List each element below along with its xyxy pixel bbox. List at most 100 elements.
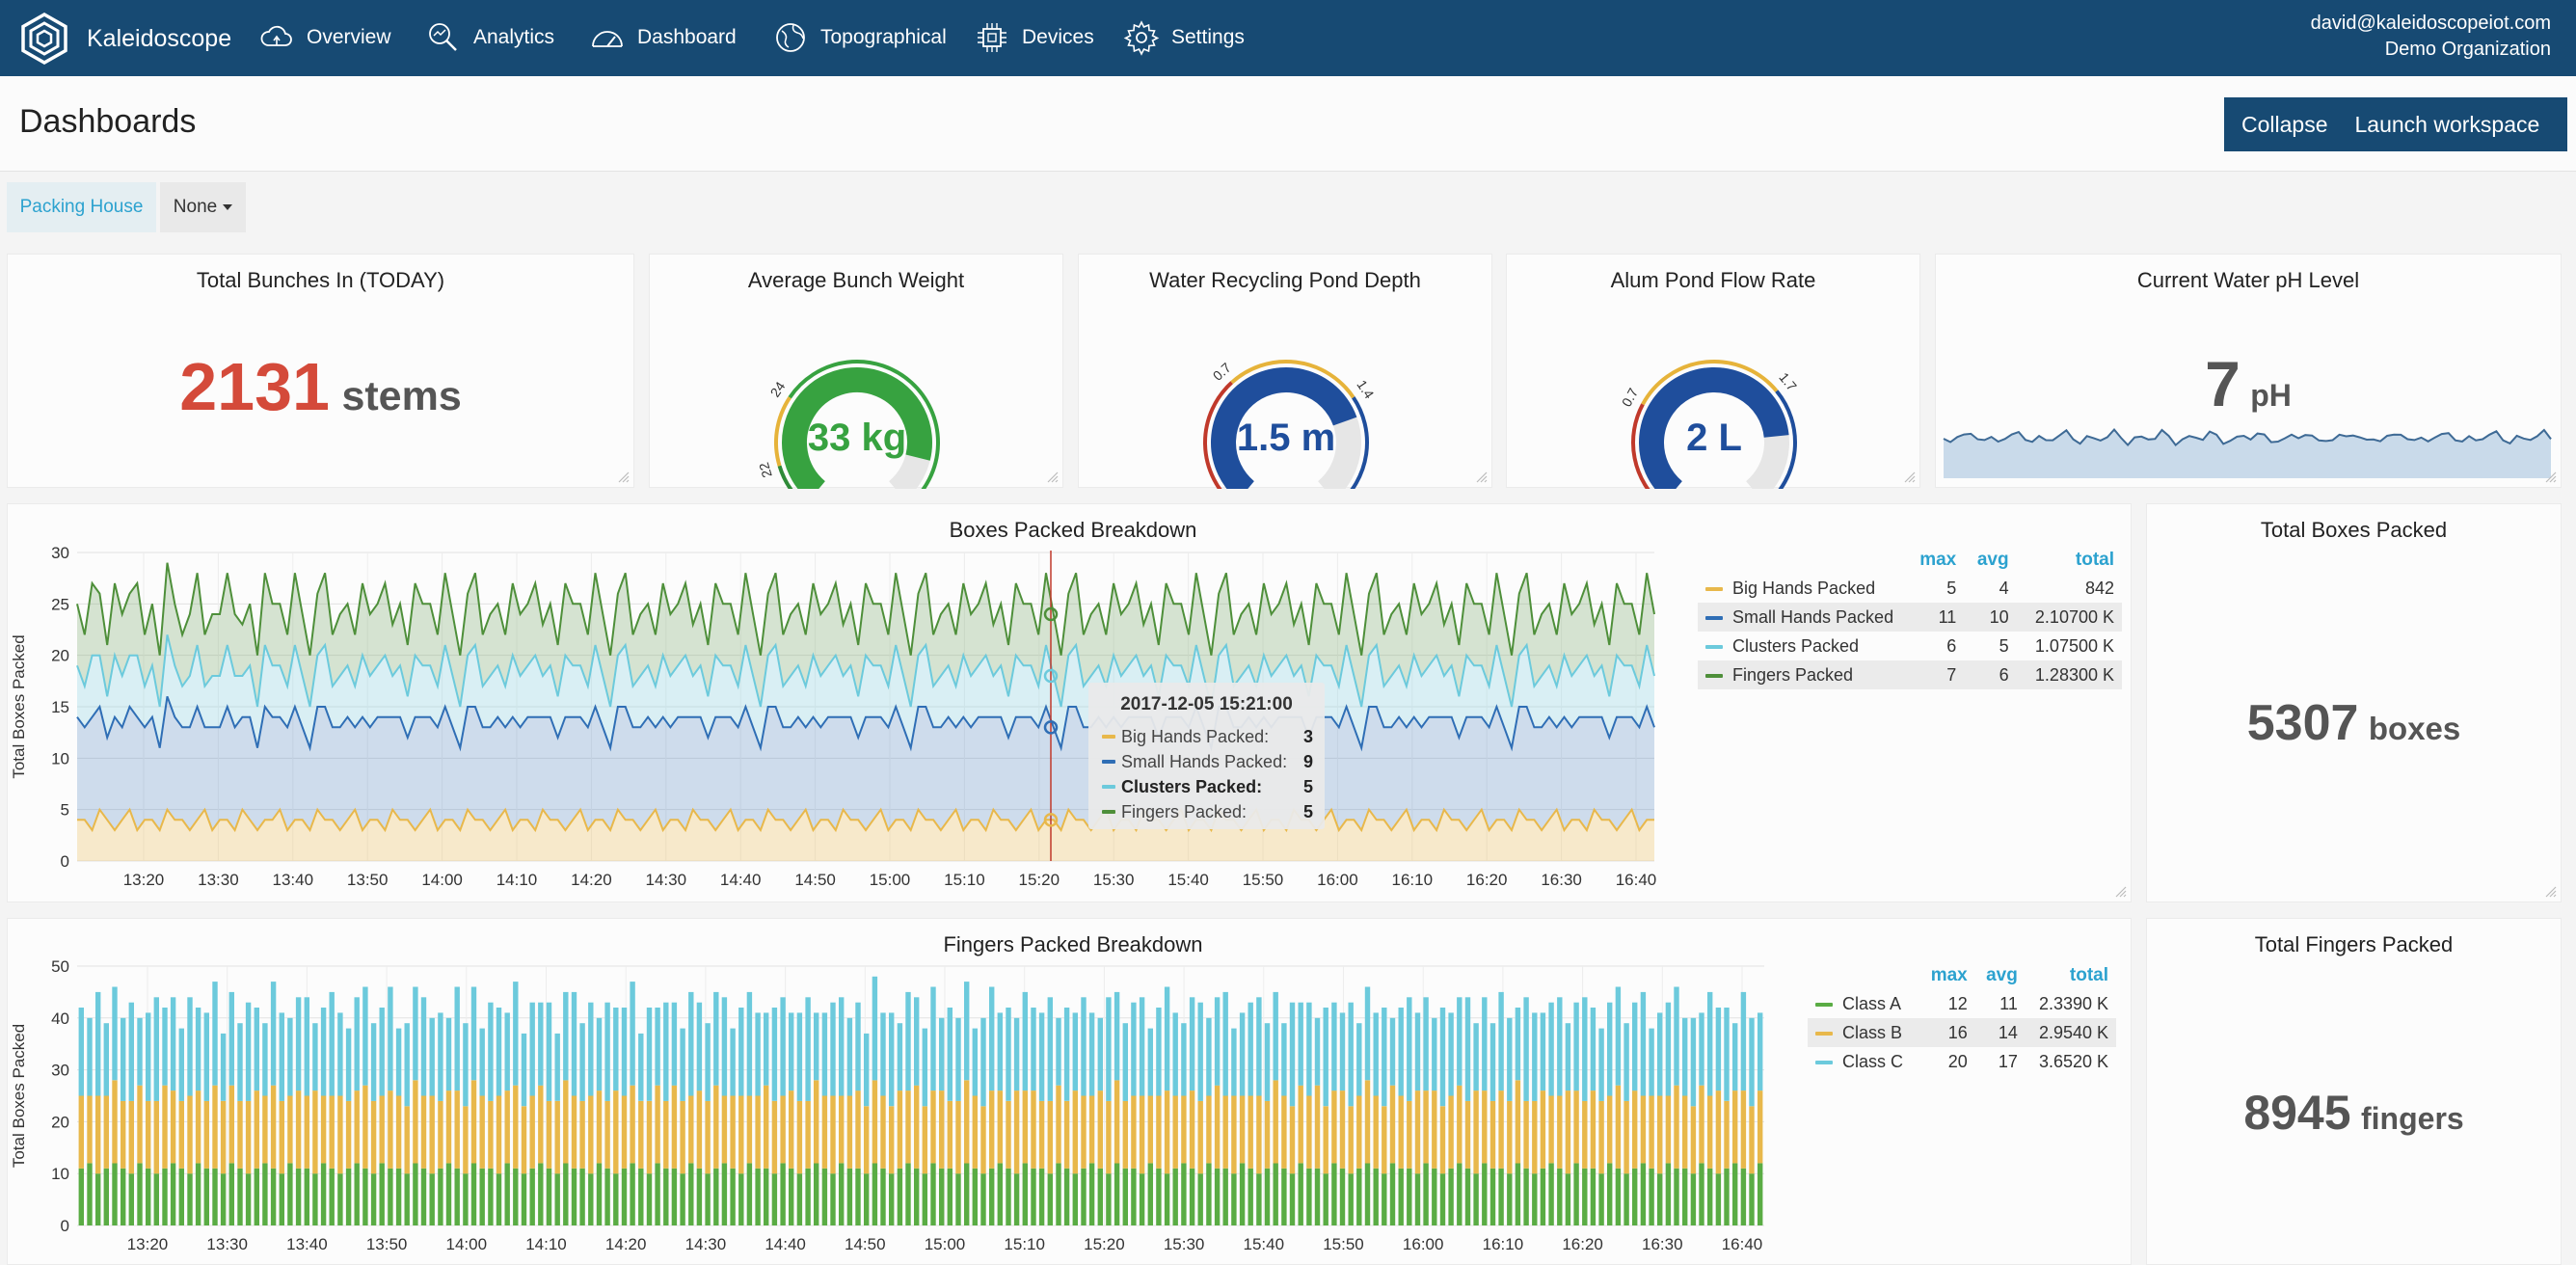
bar-segment-class-a xyxy=(254,1168,259,1225)
launch-workspace-button[interactable]: Launch workspace xyxy=(2354,111,2540,137)
bar-segment-class-c xyxy=(1615,986,1622,1086)
bar-segment-class-c xyxy=(538,1002,544,1086)
bar-segment-class-c xyxy=(730,1028,736,1096)
x-tick-label: 16:00 xyxy=(1317,871,1358,889)
nav-dashboard[interactable]: Dashboard xyxy=(589,16,737,59)
bar-segment-class-a xyxy=(279,1173,284,1225)
nav-topographical[interactable]: Topographical xyxy=(772,16,947,59)
bar-segment-class-b xyxy=(964,1080,970,1164)
bar-segment-class-b xyxy=(805,1100,811,1169)
bar-segment-class-a xyxy=(1147,1163,1153,1225)
bar-segment-class-b xyxy=(1239,1095,1246,1164)
weight-gauge: 2022243533 kg xyxy=(756,360,940,489)
bar-segment-class-b xyxy=(1373,1095,1379,1169)
bar-segment-class-a xyxy=(121,1168,126,1225)
bar-segment-class-c xyxy=(121,1017,126,1101)
bar-segment-class-b xyxy=(1122,1100,1128,1169)
bar-segment-class-b xyxy=(87,1095,93,1164)
bar-segment-class-a xyxy=(905,1163,911,1225)
x-tick-label: 15:40 xyxy=(1167,871,1209,889)
bar-segment-class-b xyxy=(1407,1100,1412,1169)
legend-row-fingers[interactable]: Fingers Packed 7 6 1.28300 K xyxy=(1698,660,2122,689)
legend-row-small-hands[interactable]: Small Hands Packed 11 10 2.10700 K xyxy=(1698,603,2122,632)
tooltip-value: 9 xyxy=(1302,751,1313,771)
bar-segment-class-b xyxy=(705,1100,711,1174)
bar-segment-class-b xyxy=(671,1085,678,1169)
page-title: Dashboards xyxy=(19,103,197,140)
bar-segment-class-a xyxy=(1231,1173,1237,1225)
globe-icon xyxy=(776,23,805,52)
nav-overview[interactable]: Overview xyxy=(258,16,391,59)
bar-segment-class-b xyxy=(604,1100,610,1169)
bar-segment-class-b xyxy=(1323,1106,1328,1174)
legend-row-class-c[interactable]: Class C 20 17 3.6520 K xyxy=(1808,1047,2116,1076)
bar-segment-class-a xyxy=(563,1163,569,1225)
bar-segment-class-a xyxy=(1172,1168,1178,1225)
bar-segment-class-a xyxy=(187,1173,193,1225)
bar-segment-class-a xyxy=(496,1173,502,1225)
bar-segment-class-a xyxy=(839,1163,845,1225)
location-filter-packing-house[interactable]: Packing House xyxy=(7,182,156,232)
x-tick-label: 16:30 xyxy=(1642,1235,1683,1253)
bar-segment-class-a xyxy=(1214,1168,1221,1225)
legend-row-class-a[interactable]: Class A 12 11 2.3390 K xyxy=(1808,989,2116,1018)
total-bunches-value: 2131 xyxy=(179,349,330,424)
resize-handle-icon[interactable] xyxy=(2113,884,2127,898)
bar-segment-class-c xyxy=(1724,1008,1730,1101)
bar-segment-class-c xyxy=(1623,1023,1629,1101)
bar-segment-class-a xyxy=(1323,1173,1328,1225)
nav-analytics[interactable]: Analytics xyxy=(425,16,554,59)
bar-segment-class-a xyxy=(655,1163,660,1225)
bar-segment-class-b xyxy=(579,1100,585,1169)
y-tick-label: 15 xyxy=(51,698,69,716)
tooltip-value: 3 xyxy=(1302,726,1313,746)
nav-settings[interactable]: Settings xyxy=(1123,16,1245,59)
bar-segment-class-c xyxy=(1598,1028,1604,1101)
bar-segment-class-c xyxy=(379,1008,385,1096)
resize-handle-icon[interactable] xyxy=(2543,884,2557,898)
bar-segment-class-b xyxy=(1206,1095,1212,1164)
collapse-button[interactable]: Collapse xyxy=(2241,111,2328,137)
bar-segment-class-b xyxy=(245,1100,252,1174)
bar-segment-class-a xyxy=(78,1168,84,1225)
legend-series-name: Fingers Packed xyxy=(1732,664,1854,685)
resize-handle-icon[interactable] xyxy=(1045,470,1059,483)
bar-segment-class-c xyxy=(1657,1012,1663,1096)
legend-row-class-b[interactable]: Class B 16 14 2.9540 K xyxy=(1808,1018,2116,1047)
selection-dropdown[interactable]: None xyxy=(160,182,246,232)
brand-logo[interactable]: Kaleidoscope xyxy=(17,10,231,67)
resize-handle-icon[interactable] xyxy=(1474,470,1488,483)
legend-row-clusters[interactable]: Clusters Packed 6 5 1.07500 K xyxy=(1698,632,2122,660)
y-tick-label: 30 xyxy=(51,1062,69,1080)
bar-segment-class-b xyxy=(1038,1100,1045,1169)
bar-segment-class-c xyxy=(1690,1017,1697,1107)
bar-segment-class-b xyxy=(496,1095,502,1174)
resize-handle-icon[interactable] xyxy=(616,470,630,483)
bar-segment-class-c xyxy=(1339,1012,1346,1091)
series-line-big-hands-packed xyxy=(77,807,1654,833)
bar-segment-class-b xyxy=(454,1090,460,1169)
bar-segment-class-c xyxy=(721,997,728,1096)
bar-segment-class-b xyxy=(1356,1095,1362,1169)
bar-segment-class-b xyxy=(1081,1095,1087,1169)
user-menu[interactable]: david@kaleidoscopeiot.com Demo Organizat… xyxy=(2311,11,2551,63)
bar-segment-class-a xyxy=(621,1168,628,1225)
bar-segment-class-a xyxy=(287,1163,293,1225)
bar-segment-class-c xyxy=(287,1017,293,1096)
bar-segment-class-a xyxy=(178,1168,184,1225)
bar-segment-class-b xyxy=(1573,1090,1579,1164)
bar-segment-class-a xyxy=(1114,1163,1120,1225)
bar-segment-class-c xyxy=(1139,997,1145,1096)
bar-segment-class-b xyxy=(780,1095,786,1164)
nav-devices[interactable]: Devices xyxy=(974,16,1094,59)
resize-handle-icon[interactable] xyxy=(1902,470,1916,483)
bar-segment-class-a xyxy=(1740,1168,1747,1225)
bar-segment-class-c xyxy=(1482,997,1488,1091)
gear-icon xyxy=(1123,20,1160,56)
ph-stat: 7 pH xyxy=(1936,347,2561,420)
hover-point xyxy=(1043,606,1059,622)
resize-handle-icon[interactable] xyxy=(2543,470,2557,483)
panel-title: Fingers Packed Breakdown xyxy=(943,932,1203,956)
bar-segment-class-c xyxy=(646,1008,653,1101)
legend-row-big-hands[interactable]: Big Hands Packed 5 4 842 xyxy=(1698,574,2122,603)
